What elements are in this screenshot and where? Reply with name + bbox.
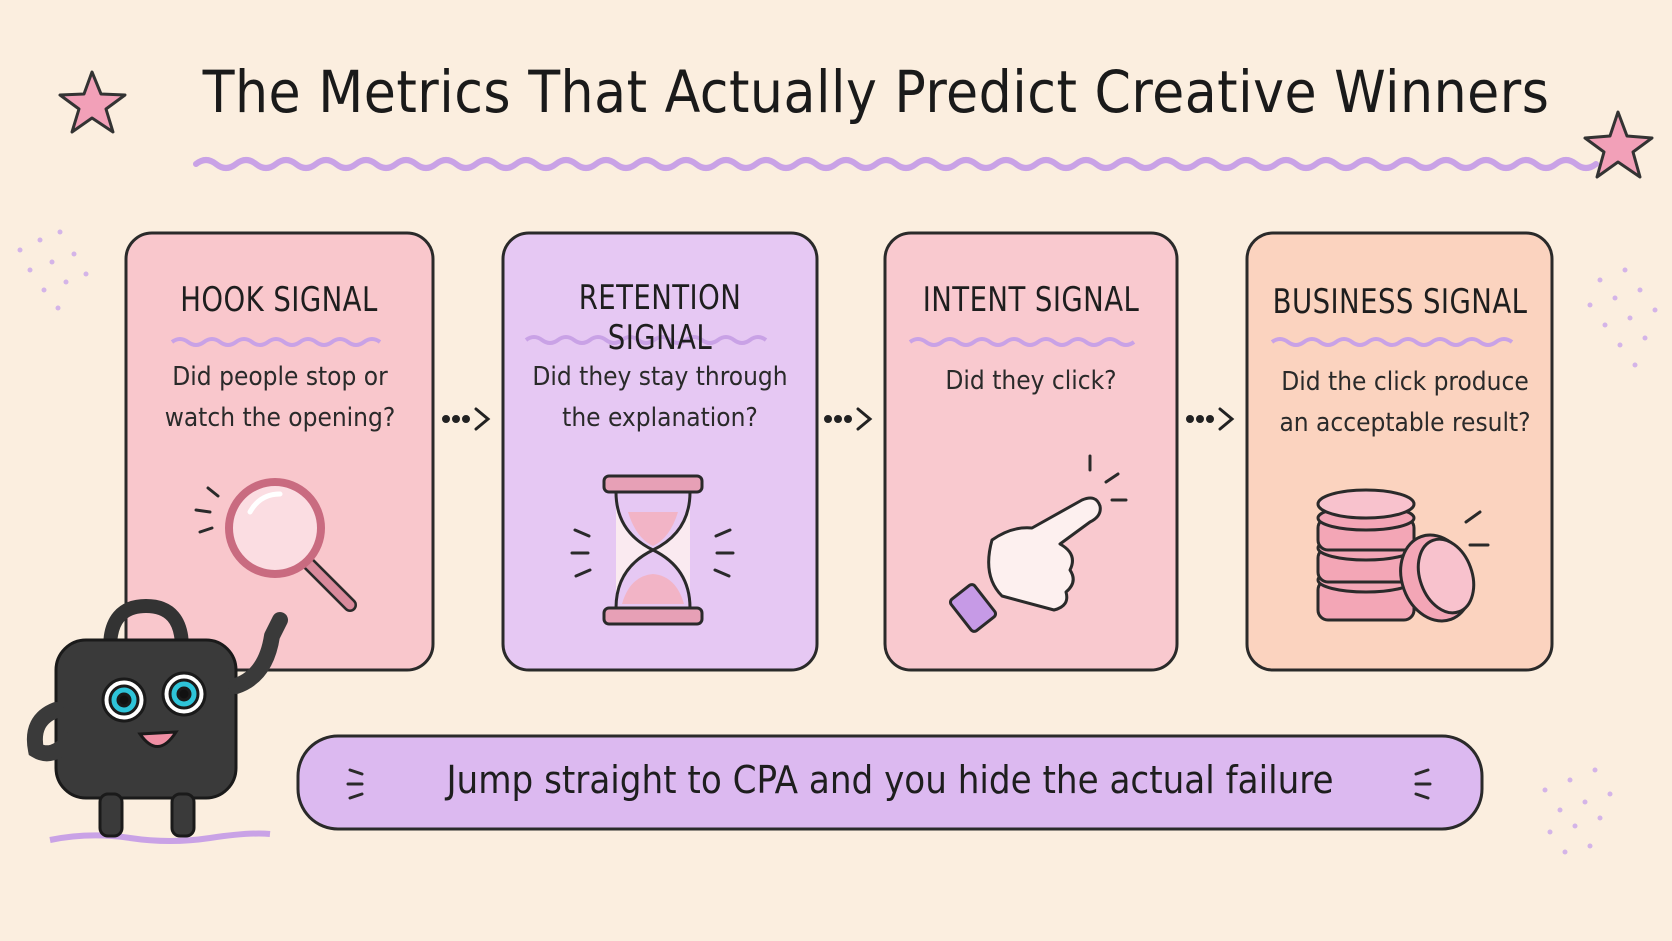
card-title: INTENT SIGNAL (922, 280, 1140, 320)
card-question: Did they stay through the explanation? (532, 362, 788, 433)
star (1583, 110, 1654, 179)
card-question: Did people stop or watch the opening? (164, 362, 396, 433)
banner-box (296, 734, 1484, 831)
coins-icon (1316, 488, 1490, 623)
banner-text: Jump straight to CPA and you hide the ac… (446, 758, 1334, 802)
banner-marks (346, 768, 1432, 800)
hand-icon (948, 454, 1128, 633)
mascot (27, 598, 288, 844)
arrow (442, 407, 1235, 431)
magnifier-icon (194, 478, 357, 612)
card-question: Did the click produce an acceptable resu… (1279, 367, 1531, 438)
card-underline (170, 335, 1514, 347)
star (58, 70, 127, 134)
card-title: BUSINESS SIGNAL (1272, 282, 1528, 322)
title-underline (193, 157, 1599, 171)
card-title: RETENTION SIGNAL (578, 278, 742, 358)
hourglass-icon (570, 474, 735, 626)
title: The Metrics That Actually Predict Creati… (202, 58, 1550, 126)
card-question: Did they click? (945, 366, 1117, 396)
dots (17, 229, 1658, 855)
card-title: HOOK SIGNAL (180, 280, 378, 320)
